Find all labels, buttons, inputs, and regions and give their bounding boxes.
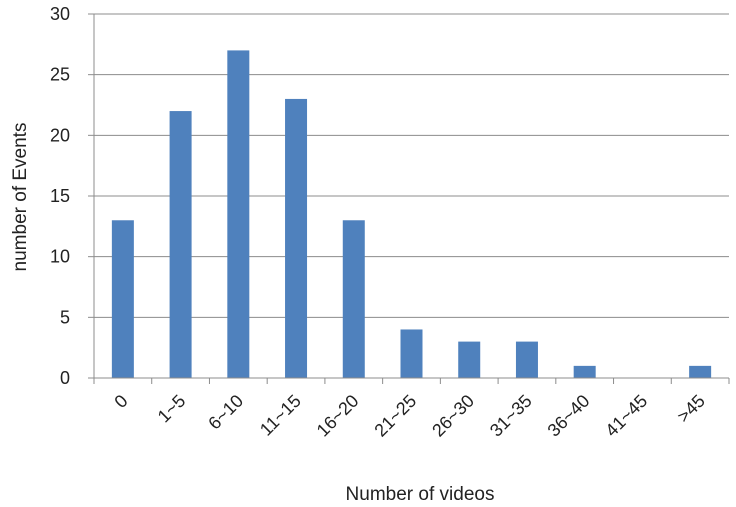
bar [515, 341, 538, 378]
y-tick-label: 5 [60, 307, 70, 327]
bar [400, 329, 423, 378]
bar [573, 365, 596, 378]
gridlines [94, 13, 729, 318]
bar [342, 220, 365, 378]
y-tick-label: 25 [50, 65, 70, 85]
x-tick-label: 6~10 [204, 391, 247, 434]
y-tick-label: 30 [50, 4, 70, 24]
x-tick-label: 21~25 [370, 391, 420, 441]
x-tick-label: 11~15 [256, 391, 305, 440]
x-axis-title: Number of videos [346, 484, 495, 505]
x-tick-label: 26~30 [428, 391, 478, 441]
y-tick-label: 0 [60, 368, 70, 388]
x-tick-label: 16~20 [313, 391, 363, 441]
y-tick-label: 15 [50, 186, 70, 206]
bars [111, 50, 712, 379]
x-tick-label: 36~40 [544, 391, 594, 441]
x-tick-label: 1~5 [154, 391, 190, 427]
bar [111, 220, 134, 378]
bar [285, 98, 308, 378]
x-tick-label: 31~35 [486, 391, 536, 441]
y-tick-label: 20 [50, 125, 70, 145]
bar [689, 365, 712, 378]
x-tick-label: 0 [110, 391, 131, 412]
y-tick-labels: 0 5 10 15 20 25 30 [50, 4, 70, 388]
bar [458, 341, 481, 378]
bar [169, 111, 192, 379]
y-tick-label: 10 [50, 247, 70, 267]
x-tick-label: >45 [673, 391, 709, 427]
bar [227, 50, 250, 379]
x-tick-labels: 0 1~5 6~10 11~15 16~20 21~25 26~30 31~35 36~40 41… [110, 391, 708, 441]
y-axis-title: number of Events [10, 123, 31, 272]
axes [88, 13, 730, 384]
x-tick-label: 41~45 [601, 391, 651, 441]
